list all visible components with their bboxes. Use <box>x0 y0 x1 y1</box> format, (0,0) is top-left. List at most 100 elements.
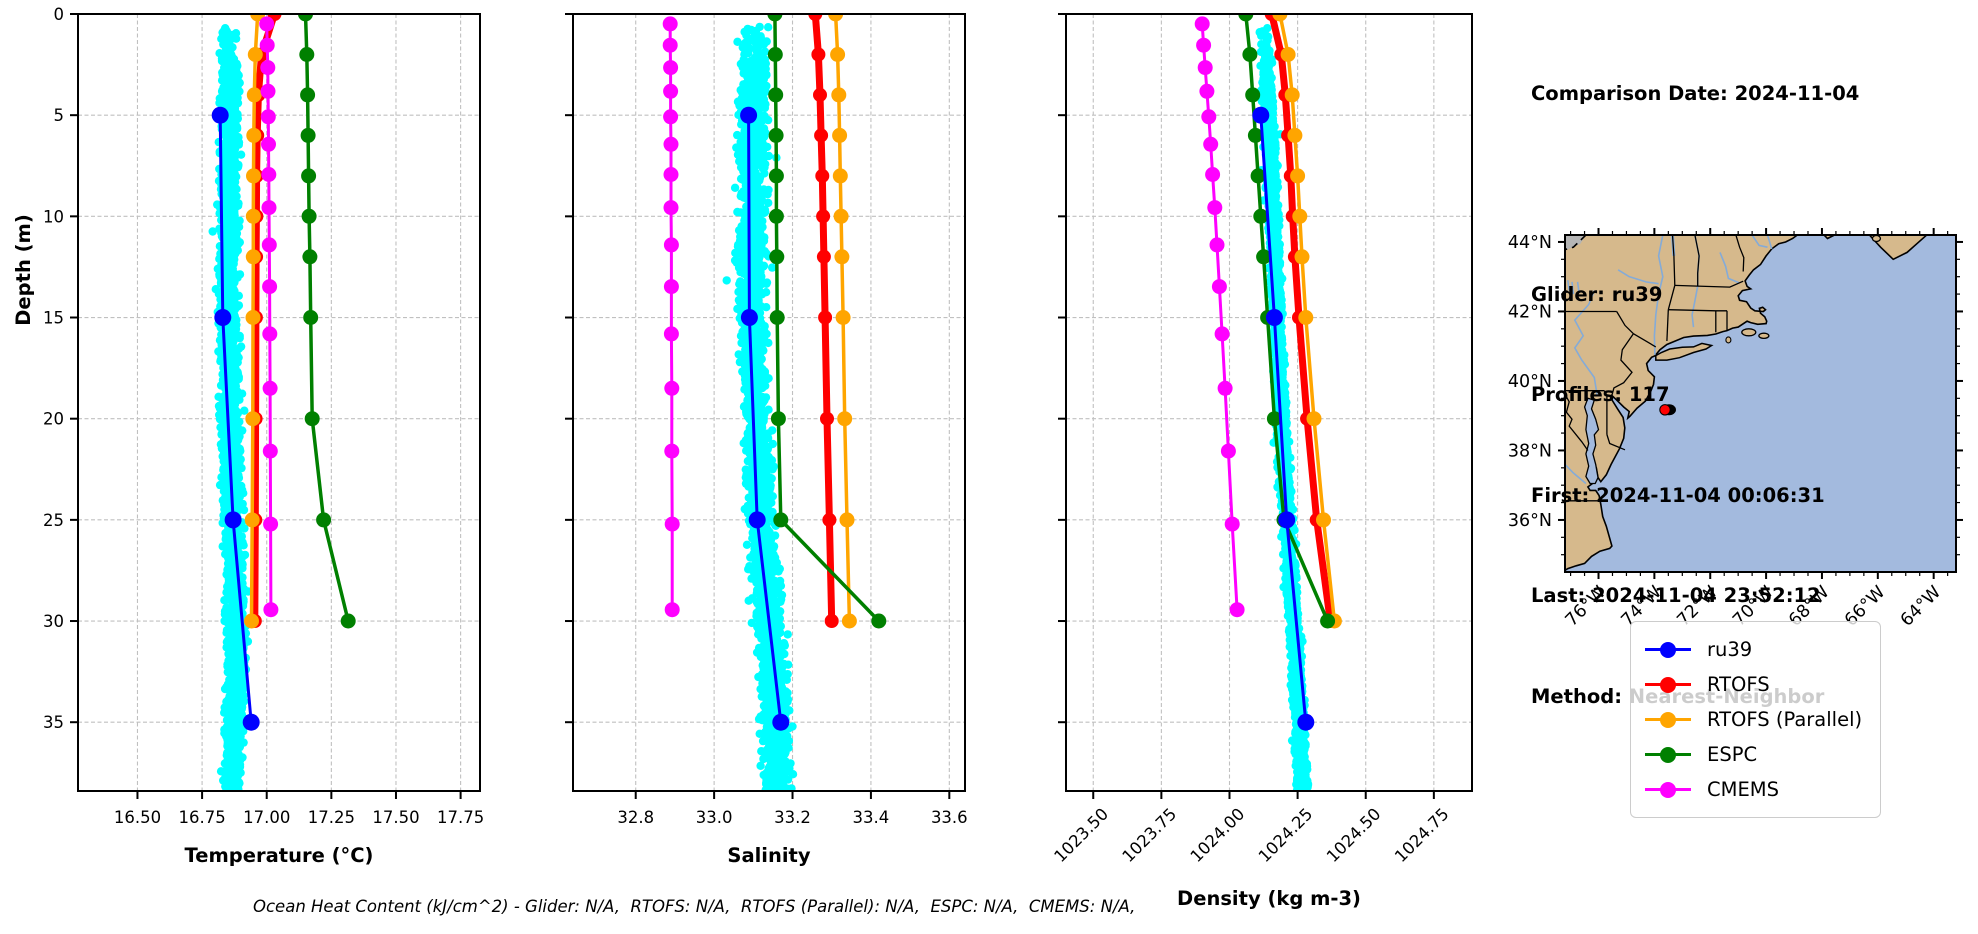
river <box>1565 463 1587 485</box>
comparison-date: Comparison Date: 2024-11-04 <box>1531 82 1860 105</box>
legend-dot-icon <box>1660 641 1676 658</box>
x-tick-label: 1024.75 <box>1391 804 1453 866</box>
series-espc <box>298 14 356 629</box>
x-tick-label: 17.00 <box>243 808 290 827</box>
x-tick-label: 1023.75 <box>1119 804 1181 866</box>
glider-location-marker <box>1659 404 1676 416</box>
state-border <box>1666 309 1669 342</box>
series-rtofs-parallel- <box>244 14 266 629</box>
x-tick-label: 16.75 <box>178 808 225 827</box>
x-tick-label: 33.4 <box>853 808 890 827</box>
depth-tick-label: 10 <box>43 207 64 226</box>
legend-line-marker-icon <box>1645 781 1691 798</box>
legend-dot-icon <box>1660 711 1676 728</box>
info-gap <box>1531 178 1859 211</box>
subplot-salinity: 32.8 33.0 33.2 33.4 33.6 Salinity <box>565 13 968 867</box>
x-tick-label: 17.25 <box>308 808 355 827</box>
state-border <box>1616 311 1634 335</box>
depth-tick-label: 0 <box>54 5 65 24</box>
land-mass <box>1565 235 1835 572</box>
state-border <box>1633 333 1657 348</box>
nantucket <box>1758 332 1770 340</box>
nova-scotia <box>1868 235 1928 261</box>
depth-tick-label: 20 <box>43 410 64 429</box>
gridlines <box>78 14 480 791</box>
legend-label: RTOFS <box>1707 673 1770 696</box>
river <box>1766 235 1773 250</box>
marthas-vineyard <box>1741 328 1757 337</box>
x-tick-label: 1024.50 <box>1323 804 1385 866</box>
x-axis-label: Density (kg m-3) <box>1177 887 1361 910</box>
river <box>1617 269 1659 285</box>
map-frame <box>1564 234 1957 573</box>
legend-entry-cmems: CMEMS <box>1645 772 1862 807</box>
chesapeake-bay <box>1583 397 1600 485</box>
block-island <box>1725 336 1732 344</box>
x-tick-label: 1023.50 <box>1050 804 1112 866</box>
legend-line-marker-icon <box>1645 641 1691 658</box>
legend-label: ESPC <box>1707 743 1758 766</box>
depth-tick-label: 15 <box>43 309 64 328</box>
river <box>1719 252 1740 284</box>
x-tick-label: 17.50 <box>372 808 419 827</box>
river <box>1573 290 1598 396</box>
y-axis-label: Depth (m) <box>12 214 35 326</box>
legend: ru39 RTOFS RTOFS (Parallel) ESPC CMEMS <box>1630 621 1882 818</box>
first-profile-time: First: 2024-11-04 00:06:31 <box>1531 483 1825 507</box>
depth-tick-label: 30 <box>43 612 64 631</box>
lake-ontario <box>1565 235 1586 251</box>
legend-entry-ru39: ru39 <box>1645 632 1862 667</box>
legend-dot-icon <box>1660 781 1676 798</box>
state-border <box>1667 285 1676 310</box>
state-border <box>1694 235 1700 287</box>
series-ru39 <box>211 106 260 731</box>
lat-tick-label: 42°N <box>1508 302 1552 322</box>
ocean-heat-content-caption: Ocean Heat Content (kJ/cm^2) - Glider: N… <box>253 897 1136 916</box>
glider-scatter-cloud <box>208 24 253 791</box>
lat-tick-label: 36°N <box>1508 511 1552 531</box>
x-tick-label: 33.6 <box>931 808 968 827</box>
state-border <box>1668 309 1727 312</box>
series-espc <box>767 14 887 629</box>
lat-tick-label: 44°N <box>1508 233 1552 253</box>
legend-dot-icon <box>1660 676 1676 693</box>
legend-line-marker-icon <box>1645 676 1691 693</box>
legend-line-marker-icon <box>1645 711 1691 728</box>
state-border <box>1671 235 1676 286</box>
international-border <box>1565 235 1587 251</box>
river <box>1567 280 1570 291</box>
x-tick-label: 16.50 <box>114 808 161 827</box>
river <box>1653 235 1664 355</box>
depth-tick-label: 35 <box>43 713 64 732</box>
lat-tick-label: 40°N <box>1508 372 1552 392</box>
glider-scatter-cloud <box>722 22 798 791</box>
lon-tick-label: 64°W <box>1897 582 1945 630</box>
river <box>1751 235 1768 248</box>
last-profile-time: Last: 2024-11-04 23:52:12 <box>1531 584 1821 607</box>
lat-tick-label: 38°N <box>1508 441 1552 461</box>
legend-entry-rtofs-parallel-: RTOFS (Parallel) <box>1645 702 1862 737</box>
legend-label: RTOFS (Parallel) <box>1707 708 1863 731</box>
long-island <box>1655 342 1714 361</box>
subplot-temperature: 16.50 16.75 17.00 17.25 17.50 17.75 0 5 10 15 20 25… <box>43 5 484 867</box>
x-axis-label: Temperature (°C) <box>185 844 374 867</box>
legend-dot-icon <box>1660 746 1676 763</box>
x-tick-label: 17.75 <box>437 808 484 827</box>
series-ru39 <box>1252 106 1315 731</box>
state-border <box>1565 393 1589 451</box>
x-tick-label: 1024.25 <box>1255 804 1317 866</box>
river <box>1576 281 1580 293</box>
x-tick-label: 33.0 <box>696 808 733 827</box>
subplot-density: 1023.50 1023.75 1024.00 1024.25 1024.50 1024.… <box>1050 13 1473 910</box>
legend-line-marker-icon <box>1645 746 1691 763</box>
series-rtofs <box>808 14 839 628</box>
series-cmems <box>662 16 680 618</box>
depth-tick-label: 25 <box>43 511 64 530</box>
state-border <box>1674 280 1744 288</box>
profiles-count: Profiles: 117 <box>1531 383 1670 406</box>
state-border <box>1735 235 1745 272</box>
legend-label: CMEMS <box>1707 778 1779 801</box>
glider-track-map: 44°N42°N40°N38°N36°N76°W 74°W 72°W 70°W 68°W… <box>1508 228 1963 631</box>
